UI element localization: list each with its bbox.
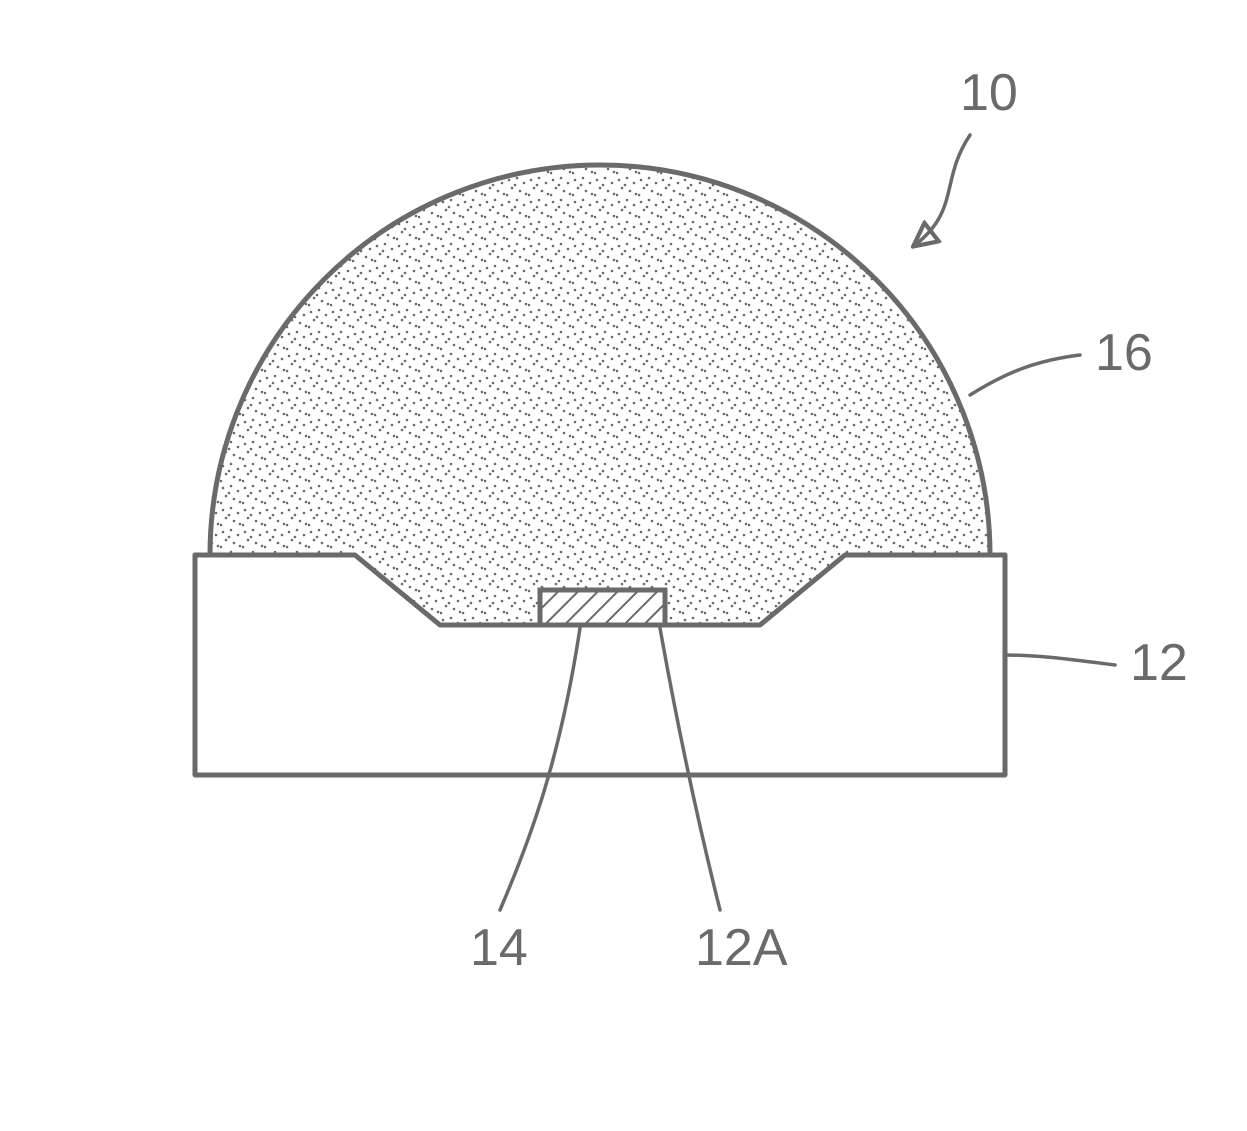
- label-dome: 16: [1095, 324, 1153, 382]
- label-chip: 14: [470, 919, 528, 977]
- leader-base: [1005, 655, 1115, 665]
- leader-dome: [970, 355, 1080, 395]
- label-assembly: 10: [960, 64, 1018, 122]
- label-base: 12: [1130, 634, 1188, 692]
- chip: [540, 590, 665, 625]
- leader-assembly: [915, 135, 970, 245]
- label-recess: 12A: [695, 919, 788, 977]
